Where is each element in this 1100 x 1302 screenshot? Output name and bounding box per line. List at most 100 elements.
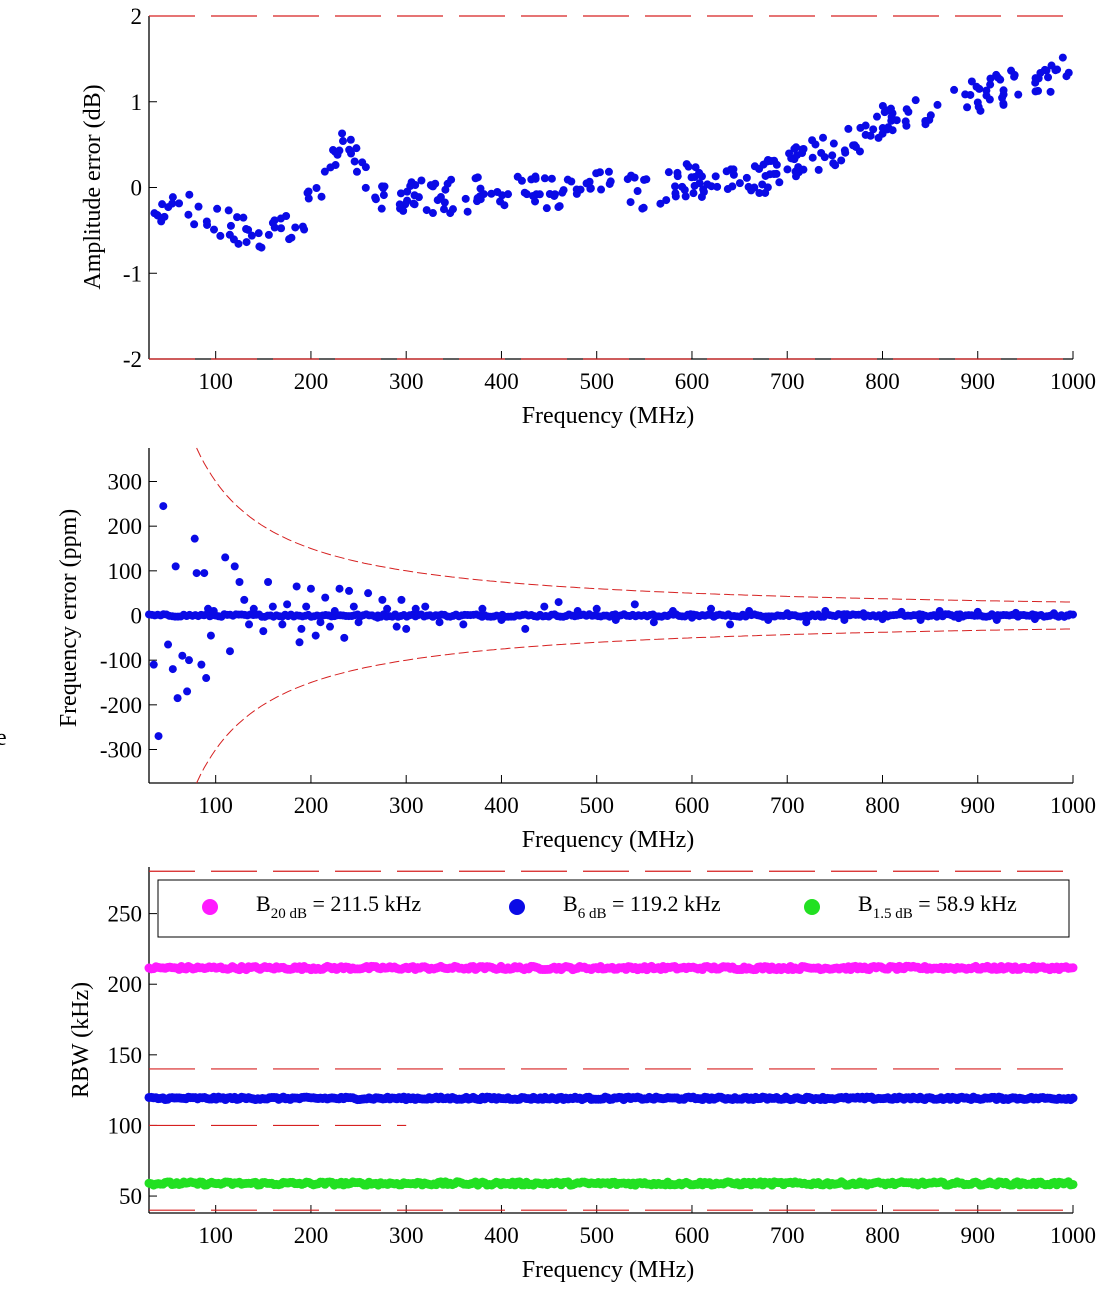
amplitude-point xyxy=(326,163,335,172)
amplitude-point xyxy=(352,144,361,153)
amplitude-point xyxy=(664,168,673,177)
frequency-error-point xyxy=(278,620,287,629)
amplitude-point xyxy=(422,206,431,215)
rbw-point-series-0 xyxy=(1068,963,1078,973)
amplitude-point xyxy=(500,201,509,210)
rbw-legend-box xyxy=(157,879,1070,938)
amplitude-point xyxy=(291,223,300,232)
amplitude-point xyxy=(811,140,820,149)
amplitude-point xyxy=(194,202,203,211)
frequency-error-point xyxy=(435,618,444,627)
frequency-error-point xyxy=(392,622,401,631)
amplitude-point xyxy=(999,86,1008,95)
amplitude-point xyxy=(901,117,910,126)
amplitude-point xyxy=(1051,66,1060,75)
frequency-error-point xyxy=(649,618,658,627)
frequency-error-y-tick-label: -200 xyxy=(100,693,142,718)
frequency-error-point xyxy=(402,624,411,633)
rbw-legend-entry: B20 dB = 211.5 kHz xyxy=(256,891,421,922)
frequency-error-x-tick-label: 200 xyxy=(294,793,329,818)
amplitude-point xyxy=(190,220,199,229)
frequency-error-point xyxy=(668,607,677,616)
rbw-legend-name: B xyxy=(858,891,873,916)
amplitude-point xyxy=(158,200,167,209)
amplitude-x-tick-label: 200 xyxy=(294,369,329,394)
amplitude-point xyxy=(439,205,448,214)
frequency-error-point xyxy=(292,582,301,591)
amplitude-point xyxy=(837,156,846,165)
amplitude-point xyxy=(542,204,551,213)
frequency-error-point xyxy=(421,602,430,611)
frequency-error-point xyxy=(802,618,811,627)
rbw-y-tick-label: 200 xyxy=(108,972,143,997)
amplitude-point xyxy=(520,188,529,197)
amplitude-point xyxy=(379,191,388,200)
amplitude-point xyxy=(874,133,883,142)
amplitude-point xyxy=(755,189,764,198)
frequency-error-point xyxy=(235,578,244,586)
frequency-error-x-tick-label: 700 xyxy=(770,793,805,818)
amplitude-point xyxy=(831,161,840,170)
amplitude-point xyxy=(244,225,253,234)
amplitude-point xyxy=(844,124,853,133)
amplitude-point xyxy=(277,224,286,233)
amplitude-point xyxy=(878,124,887,133)
amplitude-point xyxy=(869,125,878,134)
frequency-error-x-tick-label: 300 xyxy=(389,793,424,818)
amplitude-x-tick-label: 300 xyxy=(389,369,424,394)
amplitude-point xyxy=(1042,66,1051,75)
amplitude-point xyxy=(463,207,472,216)
frequency-error-point xyxy=(383,604,392,613)
amplitude-point xyxy=(517,176,526,185)
amplitude-point xyxy=(1062,72,1071,81)
frequency-error-point xyxy=(183,687,192,696)
rbw-legend-name: B xyxy=(256,891,271,916)
amplitude-point xyxy=(1010,71,1019,80)
amplitude-point xyxy=(828,151,837,160)
amplitude-point xyxy=(540,174,549,183)
frequency-error-point xyxy=(554,598,563,607)
amplitude-point xyxy=(597,185,606,194)
rbw-y-tick-label: 50 xyxy=(119,1184,142,1209)
frequency-error-point xyxy=(840,615,849,624)
amplitude-point xyxy=(926,111,935,120)
frequency-error-y-tick-label: 300 xyxy=(108,470,143,495)
rbw-legend-marker xyxy=(804,899,820,915)
frequency-error-point xyxy=(397,595,406,604)
amplitude-point xyxy=(814,165,823,174)
frequency-error-point xyxy=(240,595,249,604)
rbw-legend-entry: B1.5 dB = 58.9 kHz xyxy=(858,891,1017,922)
amplitude-point xyxy=(695,168,704,177)
rbw-legend-subscript: 1.5 dB xyxy=(873,906,913,922)
frequency-error-point xyxy=(190,534,199,543)
frequency-error-point xyxy=(1030,615,1039,624)
frequency-error-point xyxy=(1049,609,1058,618)
frequency-error-point xyxy=(268,602,277,611)
frequency-error-point xyxy=(573,607,582,616)
amplitude-point xyxy=(471,174,480,183)
amplitude-point xyxy=(747,186,756,195)
amplitude-point xyxy=(298,222,307,231)
rbw-x-tick-label: 800 xyxy=(865,1223,900,1248)
amplitude-point xyxy=(986,74,995,83)
amplitude-point xyxy=(285,235,294,244)
amplitude-point xyxy=(817,148,826,157)
amplitude-point xyxy=(840,146,849,155)
rbw-legend-value: = 211.5 kHz xyxy=(307,891,421,916)
rbw-legend-value: = 58.9 kHz xyxy=(913,891,1017,916)
rbw-xlabel: Frequency (MHz) xyxy=(522,1257,695,1283)
frequency-error-point xyxy=(330,607,339,616)
amplitude-point xyxy=(153,211,162,220)
amplitude-point xyxy=(550,191,559,200)
amplitude-point xyxy=(729,170,738,179)
amplitude-point xyxy=(403,187,412,196)
frequency-error-point xyxy=(859,609,868,618)
frequency-error-point xyxy=(992,615,1001,624)
amplitude-point xyxy=(184,210,193,219)
amplitude-point xyxy=(606,177,615,186)
frequency-error-point xyxy=(954,614,963,623)
frequency-error-point xyxy=(197,660,206,669)
frequency-error-point xyxy=(364,589,373,598)
amplitude-point xyxy=(742,173,751,182)
